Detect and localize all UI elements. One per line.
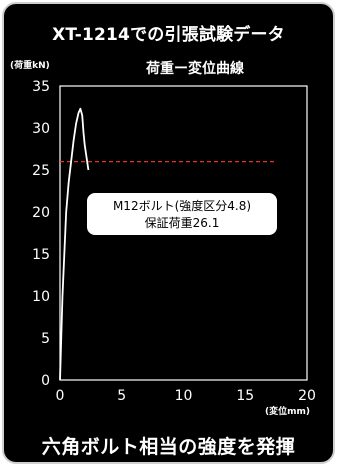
- annotation-line2: 保証荷重26.1: [145, 216, 220, 230]
- x-tick-label: 15: [236, 388, 254, 404]
- y-tick-label: 25: [32, 163, 50, 179]
- y-tick-label: 10: [32, 289, 50, 305]
- page-title: XT-1214での引張試験データ: [52, 25, 285, 45]
- y-tick-label: 15: [32, 247, 50, 263]
- y-tick-label: 35: [32, 79, 50, 95]
- y-tick-label: 30: [32, 121, 50, 137]
- footer-caption: 六角ボルト相当の強度を発揮: [41, 436, 296, 458]
- y-tick-label: 20: [32, 205, 50, 221]
- x-tick-label: 10: [175, 388, 193, 404]
- series-group: [59, 107, 90, 381]
- annotation-line1: M12ボルト(強度区分4.8): [113, 198, 251, 213]
- y-tick-label: 5: [41, 331, 50, 347]
- series-line: [59, 107, 90, 381]
- y-tick-labels: 0 5 10 15 20 25 30 35: [32, 79, 50, 389]
- annotation-box: M12ボルト(強度区分4.8) 保証荷重26.1: [87, 193, 277, 235]
- x-tick-label: 20: [298, 388, 316, 404]
- x-axis-label: (変位mm): [265, 405, 310, 417]
- x-tick-label: 5: [117, 388, 126, 404]
- x-tick-label: 0: [56, 388, 65, 404]
- y-axis-label: (荷重kN): [10, 59, 50, 71]
- y-tick-label: 0: [41, 373, 50, 389]
- chart-title: 荷重ー変位曲線: [145, 60, 244, 77]
- x-tick-labels: 0 5 10 15 20: [56, 388, 316, 404]
